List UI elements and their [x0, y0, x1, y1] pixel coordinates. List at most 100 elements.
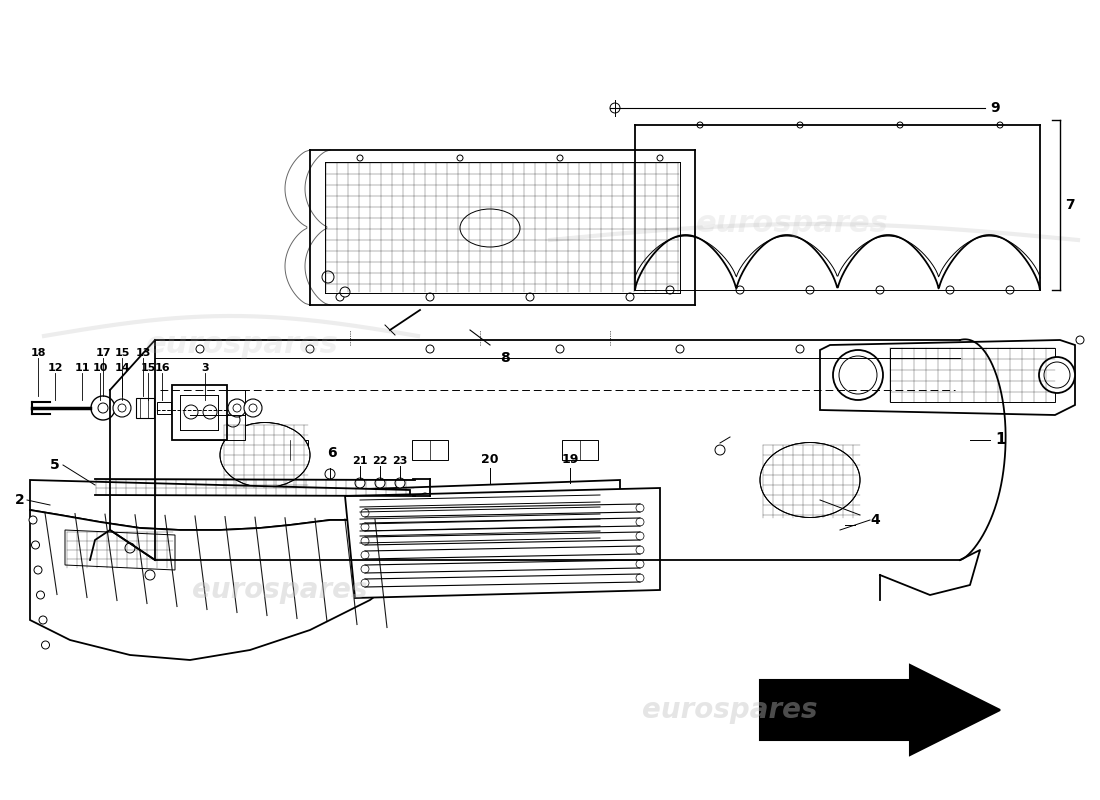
Polygon shape — [340, 480, 620, 550]
Polygon shape — [820, 340, 1075, 415]
Circle shape — [249, 404, 257, 412]
Circle shape — [336, 293, 344, 301]
Circle shape — [361, 537, 368, 545]
Polygon shape — [65, 530, 175, 570]
Text: 16: 16 — [154, 363, 169, 373]
Circle shape — [636, 546, 644, 554]
Circle shape — [657, 155, 663, 161]
Circle shape — [233, 404, 241, 412]
Circle shape — [361, 509, 368, 517]
Circle shape — [375, 478, 385, 488]
Circle shape — [34, 566, 42, 574]
Text: 18: 18 — [31, 348, 46, 358]
Circle shape — [557, 155, 563, 161]
Circle shape — [361, 579, 368, 587]
Circle shape — [610, 103, 620, 113]
Bar — [272, 440, 308, 460]
Polygon shape — [30, 510, 410, 660]
Text: 22: 22 — [372, 456, 387, 466]
Text: eurospares: eurospares — [145, 330, 339, 358]
Text: eurospares: eurospares — [695, 210, 889, 238]
Circle shape — [184, 405, 198, 419]
Bar — [172, 385, 227, 440]
Text: 8: 8 — [500, 351, 510, 365]
Text: 17: 17 — [96, 348, 111, 358]
Circle shape — [426, 345, 434, 353]
Circle shape — [228, 399, 246, 417]
Circle shape — [340, 287, 350, 297]
Circle shape — [196, 345, 204, 353]
Bar — [190, 390, 245, 440]
Circle shape — [91, 396, 116, 420]
Text: 23: 23 — [393, 456, 408, 466]
Text: 15: 15 — [141, 363, 156, 373]
Circle shape — [395, 478, 405, 488]
Circle shape — [32, 541, 40, 549]
Text: 3: 3 — [201, 363, 209, 373]
Text: 4: 4 — [870, 513, 880, 527]
Text: 10: 10 — [92, 363, 108, 373]
Text: 21: 21 — [352, 456, 367, 466]
Text: eurospares: eurospares — [642, 696, 817, 724]
Circle shape — [626, 293, 634, 301]
Bar — [412, 440, 448, 460]
Text: 2: 2 — [15, 493, 25, 507]
Circle shape — [896, 345, 904, 353]
Text: 20: 20 — [482, 453, 498, 466]
Circle shape — [896, 122, 903, 128]
Circle shape — [358, 155, 363, 161]
Ellipse shape — [760, 442, 860, 518]
Circle shape — [676, 345, 684, 353]
Text: 6: 6 — [327, 446, 337, 460]
Circle shape — [636, 574, 644, 582]
Circle shape — [361, 565, 368, 573]
Text: 11: 11 — [75, 363, 90, 373]
Circle shape — [526, 293, 534, 301]
Circle shape — [798, 122, 803, 128]
Circle shape — [1044, 362, 1070, 388]
Circle shape — [1076, 336, 1084, 344]
Circle shape — [456, 155, 463, 161]
Circle shape — [636, 532, 644, 540]
Circle shape — [118, 404, 127, 412]
Text: 14: 14 — [114, 363, 130, 373]
Polygon shape — [345, 488, 660, 598]
Circle shape — [636, 504, 644, 512]
Circle shape — [876, 286, 884, 294]
Circle shape — [946, 286, 954, 294]
Text: 9: 9 — [990, 101, 1000, 115]
Text: 7: 7 — [1065, 198, 1075, 212]
Circle shape — [736, 286, 744, 294]
Polygon shape — [30, 480, 410, 530]
Circle shape — [145, 570, 155, 580]
Circle shape — [833, 350, 883, 400]
Circle shape — [322, 271, 334, 283]
Circle shape — [306, 345, 313, 353]
Circle shape — [355, 478, 365, 488]
Circle shape — [421, 506, 429, 514]
Circle shape — [98, 403, 108, 413]
Circle shape — [39, 616, 47, 624]
Circle shape — [36, 591, 44, 599]
Ellipse shape — [220, 422, 310, 487]
Circle shape — [666, 286, 674, 294]
Circle shape — [697, 122, 703, 128]
Bar — [136, 398, 154, 418]
Circle shape — [244, 399, 262, 417]
Bar — [157, 402, 170, 414]
Polygon shape — [760, 665, 1000, 755]
Circle shape — [1006, 286, 1014, 294]
Bar — [890, 348, 1055, 402]
Circle shape — [204, 405, 217, 419]
Circle shape — [198, 414, 210, 426]
Ellipse shape — [460, 209, 520, 247]
Text: 5: 5 — [51, 458, 60, 472]
Circle shape — [226, 413, 240, 427]
Circle shape — [324, 469, 336, 479]
Circle shape — [361, 523, 368, 531]
Circle shape — [636, 518, 644, 526]
Circle shape — [42, 641, 50, 649]
Circle shape — [806, 286, 814, 294]
Circle shape — [113, 399, 131, 417]
Circle shape — [556, 345, 564, 353]
